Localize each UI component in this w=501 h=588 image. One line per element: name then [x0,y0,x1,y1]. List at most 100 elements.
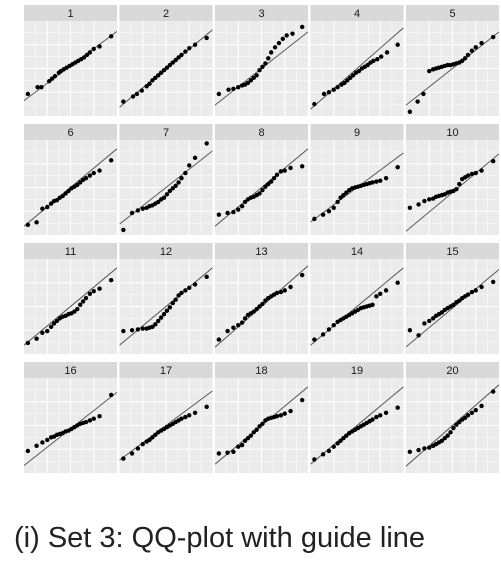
qq-point [139,88,144,93]
qq-point [167,188,173,194]
qq-point [242,316,248,321]
facet-panel-7: 7 [119,124,213,235]
qq-point [395,42,400,47]
panel-gridlines [406,259,499,354]
qq-point [135,446,141,451]
qq-point [225,210,230,216]
qq-point [335,441,340,446]
qq-point [156,199,161,205]
qq-point [97,44,102,49]
facet-strip-label: 10 [446,127,458,139]
facet-strip-label: 6 [67,127,73,139]
facet-strip [406,362,499,378]
qq-point [299,164,305,169]
qq-point [473,170,478,176]
qq-point [375,56,380,62]
qq-point [83,295,89,301]
facet-strip [406,243,499,259]
facet-strip-label: 16 [64,365,76,377]
qq-point [179,52,184,58]
facet-strip-label: 4 [354,8,360,20]
qq-point [268,179,274,184]
qq-point [204,274,209,280]
qq-point [140,326,145,331]
qq-point [442,436,447,441]
qq-point [176,55,181,60]
qq-point [479,168,484,173]
qq-point [121,99,126,104]
qq-point [341,436,346,441]
qq-point [260,421,265,427]
facet-strip [215,124,308,140]
qq-point [331,322,336,328]
qq-point [97,286,102,291]
qq-point [251,309,256,314]
qq-point [378,178,383,183]
qq-point [153,432,158,438]
facet-strip [310,362,404,378]
qq-point [490,389,496,394]
qq-point [407,205,413,211]
facet-strip-label: 8 [258,127,264,139]
qq-point [251,75,256,81]
facet-strip [215,243,308,259]
qq-point [40,206,45,211]
qq-point [254,427,259,432]
qq-point [87,173,93,178]
guide-line [310,386,404,465]
qq-point [344,433,349,438]
qq-point [282,168,287,173]
facet-strip [310,243,404,259]
qq-point [187,285,192,291]
qq-point [312,216,317,222]
qq-point [422,198,427,204]
qq-point [439,438,445,443]
facet-strip [310,124,404,140]
qq-point [179,416,184,421]
qq-point [77,180,83,185]
panel-gridlines [215,140,308,235]
qq-point [248,78,254,83]
facet-strip-label: 17 [160,365,172,377]
qq-point [263,298,268,303]
qq-point [183,414,188,420]
facet-strip [24,5,117,21]
qq-point [248,433,254,438]
qq-point [84,52,90,58]
qq-point [254,306,259,312]
facet-panel-9: 9 [310,124,404,235]
qq-point [374,294,379,299]
facet-strip-label: 1 [67,8,73,20]
qq-point [45,328,50,334]
facet-strip [119,362,213,378]
qq-point [288,408,293,414]
facet-panel-15: 15 [406,243,499,354]
qq-point [320,212,326,217]
facet-strip-label: 14 [351,246,363,258]
qq-point [35,84,40,90]
qq-point [299,24,305,30]
qq-point [108,278,114,283]
panel-gridlines [215,378,308,473]
qq-point [87,50,93,55]
facet-panel-3: 3 [215,5,308,116]
qq-point [91,170,96,176]
guide-line [406,384,499,467]
qq-point [45,204,50,210]
qq-point [445,433,450,438]
qq-point [49,76,55,81]
qq-point [164,192,170,197]
qq-point [204,35,209,41]
qq-point [326,209,332,214]
qq-point [370,302,375,308]
qq-point [427,68,432,74]
qq-point [490,34,496,40]
qq-point [91,416,96,421]
qq-point [365,62,370,68]
qq-point [465,173,471,178]
qq-point [473,45,478,50]
qq-point [108,158,114,163]
facet-strip [215,5,308,21]
qq-point [278,413,284,418]
qq-point [378,413,383,418]
